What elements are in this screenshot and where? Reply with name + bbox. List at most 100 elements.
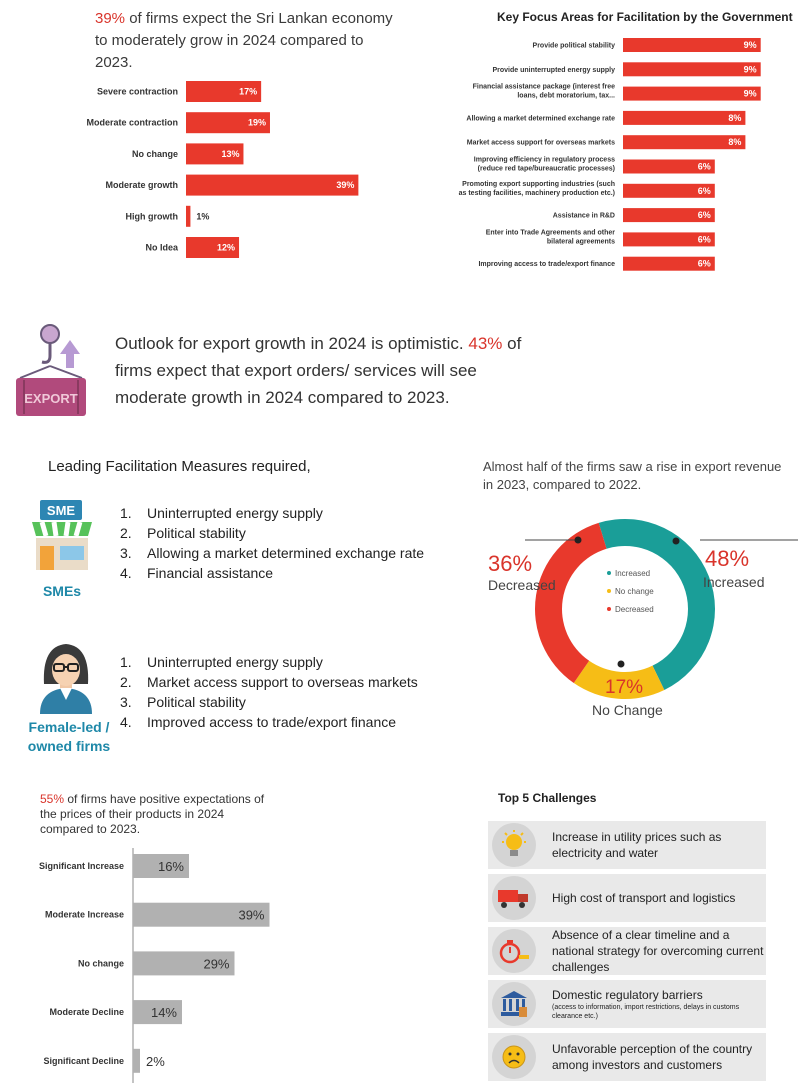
category-label: Promoting export supporting industries (… [459, 181, 615, 197]
nochange-marker [617, 660, 625, 668]
value-label: 6% [698, 186, 711, 196]
challenge-item: Domestic regulatory barriers (access to i… [488, 980, 766, 1028]
category-label: Improving efficiency in regulatory proce… [474, 157, 615, 173]
bar [623, 86, 761, 101]
bar [623, 208, 715, 223]
value-label: 12% [217, 243, 235, 253]
category-label: Moderate Decline [49, 1007, 124, 1017]
challenge-text: Unfavorable perception of the country am… [552, 1042, 753, 1072]
female-avatar-icon [34, 640, 98, 714]
value-label: 6% [698, 234, 711, 244]
list-item: 4. Financial assistance [120, 565, 274, 581]
bar [623, 183, 715, 198]
category-label: Provide uninterrupted energy supply [492, 67, 615, 74]
value-label: 9% [744, 64, 757, 74]
measures-title: Leading Facilitation Measures required, [48, 458, 311, 475]
category-label: Moderate growth [105, 180, 178, 190]
value-label: 2% [146, 1054, 165, 1069]
donut-legend: Increased No change Decreased [607, 569, 654, 614]
legend-increased: Increased [615, 569, 650, 578]
challenge-text: Domestic regulatory barriers [552, 988, 703, 1002]
value-label: 13% [221, 149, 239, 159]
value-label: 14% [151, 1005, 177, 1020]
decreased-label: Decreased [488, 577, 556, 593]
category-label: Provide political stability [533, 43, 616, 50]
economy-headline: 39% of firms expect the Sri Lankan econo… [95, 8, 395, 74]
sme-label: SMEs [42, 583, 82, 599]
value-label: 6% [698, 259, 711, 269]
sme-measures-list: 1. Uninterrupted energy supply 2. Politica… [120, 503, 424, 583]
value-label: 19% [248, 118, 266, 128]
bar [186, 81, 262, 102]
export-pct: 43% [468, 334, 503, 353]
category-label: Improving access to trade/export finance [478, 261, 615, 268]
value-label: 16% [158, 859, 184, 874]
list-item: 2. Market access support to overseas mark… [120, 674, 418, 690]
bar [186, 112, 270, 134]
challenge-item: Increase in utility prices such as elect… [488, 821, 766, 869]
prices-headline-pct: 55% [40, 792, 65, 806]
lightbulb-icon [492, 823, 536, 867]
economy-expectation-chart: Severe contraction 17% Moderate contractio… [86, 81, 359, 258]
bar [186, 237, 240, 258]
sad-face-icon [492, 1035, 536, 1079]
category-label: Assistance in R&D [553, 213, 615, 220]
list-item: 3. Allowing a market determined exchange … [120, 545, 425, 561]
value-label: 6% [698, 210, 711, 220]
category-label: Enter into Trade Agreements and other bil… [486, 229, 616, 245]
increased-marker [672, 537, 680, 545]
economy-headline-pct: 39% [95, 10, 126, 27]
value-label: 9% [744, 40, 757, 50]
focus-areas-chart: Provide political stability 9% Provide uni… [459, 38, 761, 271]
female-led-label: Female-led / owned firms [27, 719, 111, 754]
export-icon-label: EXPORT [24, 391, 78, 406]
sme-sign-text: SME [47, 503, 76, 518]
value-label: 6% [698, 162, 711, 172]
bank-icon [492, 982, 536, 1026]
value-label: 39% [238, 908, 264, 923]
bar [133, 1048, 140, 1073]
increased-pct: 48% [705, 546, 750, 571]
category-label: Severe contraction [97, 87, 178, 97]
bar [623, 110, 746, 125]
nochange-label: No Change [592, 702, 663, 718]
list-item: 3. Political stability [120, 694, 246, 710]
sme-store-icon: SME [28, 500, 96, 572]
legend-decreased: Decreased [615, 605, 654, 614]
list-item: 2. Political stability [120, 525, 246, 541]
category-label: No change [78, 958, 124, 968]
prices-headline-text: of firms have positive expectations of t… [40, 792, 265, 836]
bar [133, 854, 189, 878]
bar [186, 174, 359, 196]
female-measures-list: 1. Uninterrupted energy supply 2. Market a… [120, 652, 418, 732]
challenge-item: High cost of transport and logistics [488, 874, 766, 922]
category-label: Financial assistance package (interest f… [473, 84, 616, 100]
list-item: 1. Uninterrupted energy supply [120, 505, 323, 521]
slice-decreased [535, 522, 607, 684]
category-label: Moderate Increase [45, 910, 124, 920]
list-item: 1. Uninterrupted energy supply [120, 654, 323, 670]
bar [186, 205, 191, 227]
challenge-text: Absence of a clear timeline and a nation… [552, 928, 764, 974]
category-label: No Idea [145, 243, 179, 253]
revenue-title: Almost half of the firms saw a rise in e… [483, 459, 782, 492]
decreased-pct: 36% [488, 551, 533, 576]
decreased-marker [574, 536, 582, 544]
bar [133, 951, 235, 976]
challenge-text: High cost of transport and logistics [552, 891, 736, 905]
bar [623, 159, 715, 174]
challenge-item: Absence of a clear timeline and a nation… [488, 927, 766, 975]
bar [623, 232, 715, 247]
challenge-item: Unfavorable perception of the country am… [488, 1033, 766, 1081]
economy-headline-text: of firms expect the Sri Lankan economy t… [95, 10, 393, 71]
truck-icon [492, 876, 536, 920]
list-item: 4. Improved access to trade/export financ… [120, 714, 397, 730]
export-text-2: of firms expect that export orders/ serv… [115, 334, 522, 407]
legend-nochange: No change [615, 587, 654, 596]
bar [133, 1000, 182, 1025]
challenge-text: Increase in utility prices such as elect… [552, 830, 722, 860]
category-label: Market access support for overseas marke… [467, 140, 615, 147]
slice-increased [598, 519, 716, 690]
category-label: Allowing a market determined exchange ra… [466, 115, 615, 122]
bar [623, 135, 746, 150]
